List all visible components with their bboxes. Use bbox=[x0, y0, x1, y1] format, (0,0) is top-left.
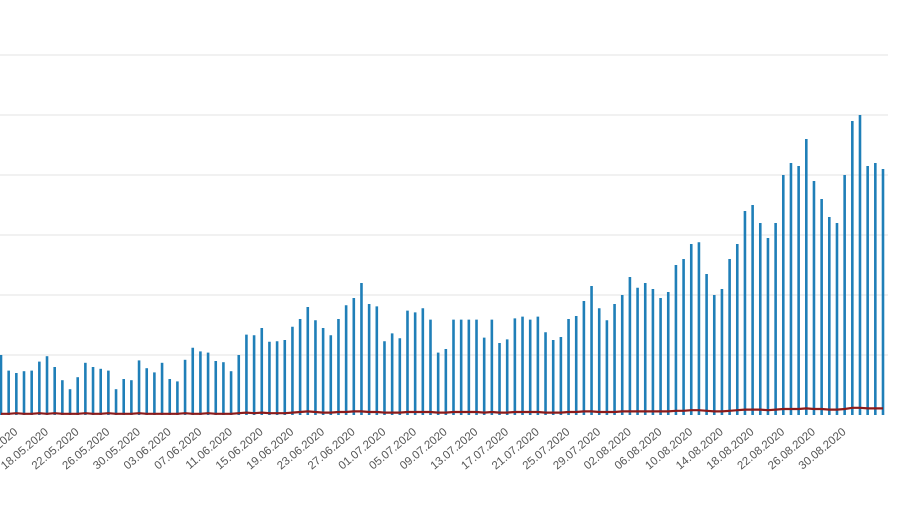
gridlines bbox=[0, 54, 888, 356]
bar-series bbox=[0, 115, 885, 415]
line-series bbox=[1, 406, 883, 415]
x-axis-ticks: 14.05.202018.05.202022.05.202026.05.2020… bbox=[0, 426, 849, 472]
line-series-path bbox=[1, 406, 883, 415]
